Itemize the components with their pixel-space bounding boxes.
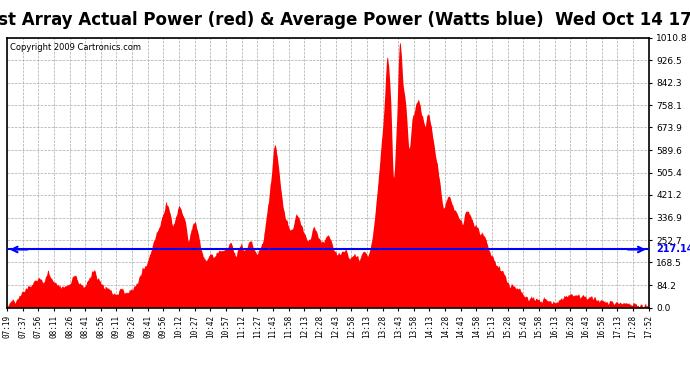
Text: West Array Actual Power (red) & Average Power (Watts blue)  Wed Oct 14 17:55: West Array Actual Power (red) & Average … [0,11,690,29]
Text: 217.14: 217.14 [656,244,690,255]
Text: Copyright 2009 Cartronics.com: Copyright 2009 Cartronics.com [10,43,141,52]
